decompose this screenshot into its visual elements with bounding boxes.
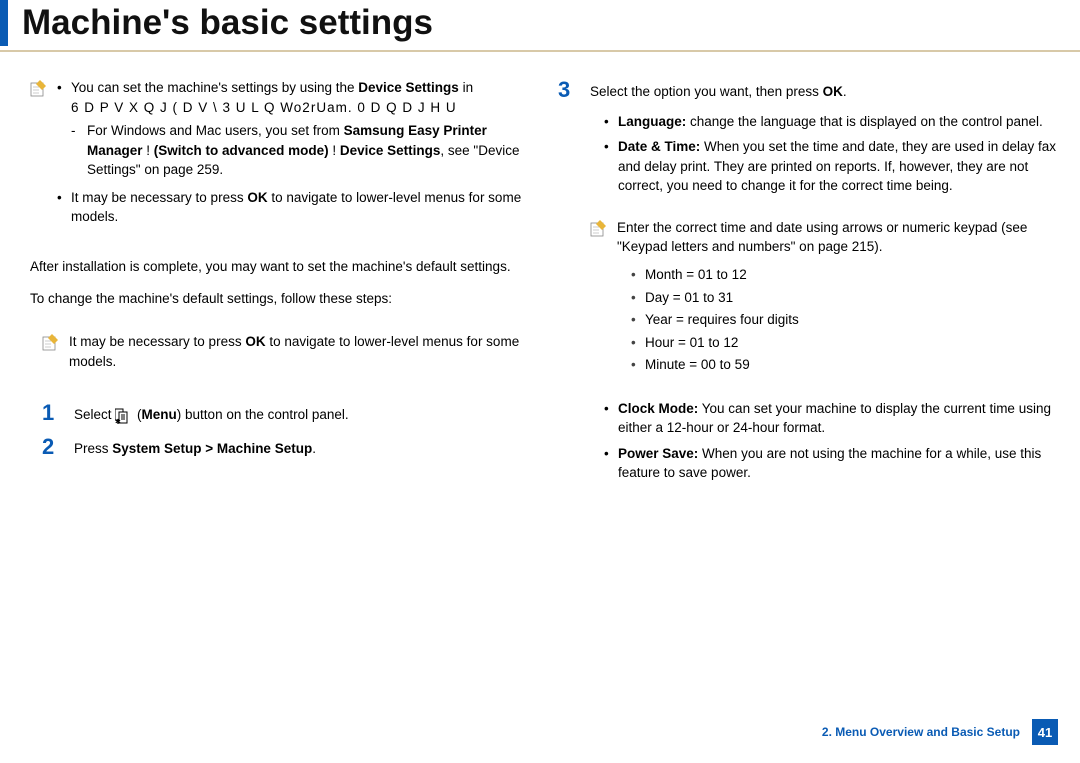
note3-body: Enter the correct time and date using ar… bbox=[617, 218, 1056, 379]
bold: Device Settings bbox=[340, 143, 441, 158]
left-column: You can set the machine's settings by us… bbox=[30, 78, 528, 489]
step-1: 1 Select ✱ (Menu) button on the control … bbox=[42, 401, 528, 425]
note3-text: Enter the correct time and date using ar… bbox=[617, 218, 1056, 257]
text: . bbox=[312, 441, 316, 456]
bold: Device Settings bbox=[358, 80, 459, 95]
options-list-1: Language: change the language that is di… bbox=[604, 112, 1056, 196]
text: Select the option you want, then press bbox=[590, 84, 823, 99]
step-number-1: 1 bbox=[42, 401, 62, 425]
step-2: 2 Press System Setup > Machine Setup. bbox=[42, 435, 528, 459]
note1-list: You can set the machine's settings by us… bbox=[57, 78, 528, 235]
bold: OK bbox=[247, 190, 267, 205]
title-bar: Machine's basic settings bbox=[0, 0, 1080, 52]
step-3-body: Select the option you want, then press O… bbox=[590, 78, 1056, 202]
text: Select bbox=[74, 407, 115, 422]
range-day: Day = 01 to 31 bbox=[631, 288, 1056, 308]
note-keypad: Enter the correct time and date using ar… bbox=[590, 218, 1056, 379]
svg-text:✱: ✱ bbox=[115, 418, 121, 424]
note-icon bbox=[30, 80, 47, 97]
right-column: 3 Select the option you want, then press… bbox=[558, 78, 1056, 489]
intro-para-1: After installation is complete, you may … bbox=[30, 257, 528, 277]
bold: Date & Time: bbox=[618, 139, 700, 154]
footer-chapter: 2. Menu Overview and Basic Setup bbox=[822, 725, 1020, 739]
note-icon bbox=[42, 334, 59, 351]
bold: Power Save: bbox=[618, 446, 698, 461]
note1-item-2: It may be necessary to press OK to navig… bbox=[57, 188, 528, 227]
note1-item-1: You can set the machine's settings by us… bbox=[57, 78, 528, 180]
bold: Menu bbox=[142, 407, 177, 422]
text: For Windows and Mac users, you set from bbox=[87, 123, 344, 138]
step-number-3: 3 bbox=[558, 78, 578, 102]
note-icon bbox=[590, 220, 607, 237]
range-year: Year = requires four digits bbox=[631, 310, 1056, 330]
note2-text: It may be necessary to press OK to navig… bbox=[69, 332, 528, 371]
sep: ! bbox=[329, 143, 340, 158]
page-footer: 2. Menu Overview and Basic Setup 41 bbox=[822, 719, 1058, 745]
note-press-ok: It may be necessary to press OK to navig… bbox=[42, 332, 528, 371]
range-minute: Minute = 00 to 59 bbox=[631, 355, 1056, 375]
range-month: Month = 01 to 12 bbox=[631, 265, 1056, 285]
text: ) button on the control panel. bbox=[177, 407, 349, 422]
option-language: Language: change the language that is di… bbox=[604, 112, 1056, 132]
option-powersave: Power Save: When you are not using the m… bbox=[604, 444, 1056, 483]
option-datetime: Date & Time: When you set the time and d… bbox=[604, 137, 1056, 196]
range-hour: Hour = 01 to 12 bbox=[631, 333, 1056, 353]
intro-para-2: To change the machine's default settings… bbox=[30, 289, 528, 309]
bold: Language: bbox=[618, 114, 686, 129]
text: It may be necessary to press bbox=[69, 334, 245, 349]
bold: OK bbox=[245, 334, 265, 349]
text: . bbox=[843, 84, 847, 99]
range-list: Month = 01 to 12 Day = 01 to 31 Year = r… bbox=[631, 265, 1056, 375]
text: Press bbox=[74, 441, 112, 456]
page-number-badge: 41 bbox=[1032, 719, 1058, 745]
text: change the language that is displayed on… bbox=[686, 114, 1043, 129]
step-2-body: Press System Setup > Machine Setup. bbox=[74, 435, 528, 459]
text: in bbox=[459, 80, 473, 95]
page-title: Machine's basic settings bbox=[22, 3, 433, 43]
menu-icon: ✱ bbox=[115, 408, 133, 424]
bold: OK bbox=[823, 84, 843, 99]
step-number-2: 2 bbox=[42, 435, 62, 459]
title-accent bbox=[0, 0, 8, 46]
option-clockmode: Clock Mode: You can set your machine to … bbox=[604, 399, 1056, 438]
options-list-2: Clock Mode: You can set your machine to … bbox=[604, 399, 1056, 483]
garbled-text: 6 D P V X Q J ( D V \ 3 U L Q Wo2rUam. 0… bbox=[71, 98, 528, 118]
note-device-settings: You can set the machine's settings by us… bbox=[30, 78, 528, 235]
bold: (Switch to advanced mode) bbox=[154, 143, 329, 158]
step-1-body: Select ✱ (Menu) button on the control pa… bbox=[74, 401, 528, 425]
bold: System Setup > Machine Setup bbox=[112, 441, 312, 456]
step-3: 3 Select the option you want, then press… bbox=[558, 78, 1056, 202]
text: You can set the machine's settings by us… bbox=[71, 80, 358, 95]
step-3-intro: Select the option you want, then press O… bbox=[590, 82, 1056, 102]
sep: ! bbox=[143, 143, 154, 158]
note1-subitem: For Windows and Mac users, you set from … bbox=[71, 121, 528, 180]
content-columns: You can set the machine's settings by us… bbox=[0, 78, 1080, 489]
bold: Clock Mode: bbox=[618, 401, 698, 416]
text: It may be necessary to press bbox=[71, 190, 247, 205]
